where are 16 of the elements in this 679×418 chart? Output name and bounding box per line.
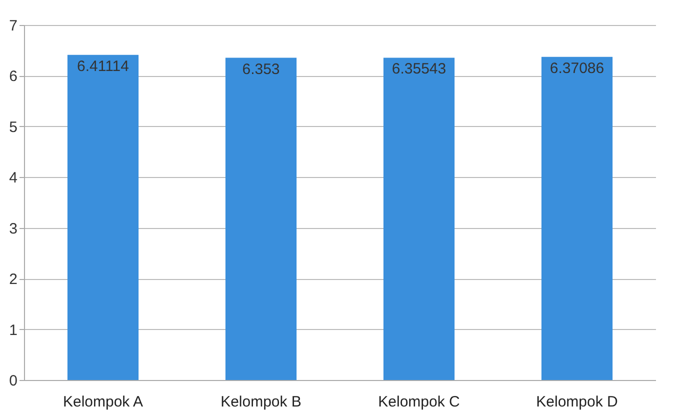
y-tick-label: 1 [9,322,18,339]
y-tick-label: 3 [9,220,18,238]
data-label: 6.41114 [77,58,129,75]
x-tick-label: Kelompok A [62,394,144,410]
y-tick-label: 6 [9,68,18,86]
x-tick-label: Kelompok B [220,394,302,410]
data-label: 6.353 [242,60,280,78]
y-tick-label: 4 [9,170,18,187]
data-label: 6.35543 [392,60,446,78]
y-tick-label: 2 [9,271,18,288]
y-tick-label: 7 [9,18,18,34]
y-tick-label: 0 [9,372,18,390]
x-tick-label: Kelompok D [536,394,618,410]
x-tick-label: Kelompok C [378,394,460,410]
y-tick-label: 5 [9,118,18,136]
data-label: 6.37086 [550,60,604,77]
